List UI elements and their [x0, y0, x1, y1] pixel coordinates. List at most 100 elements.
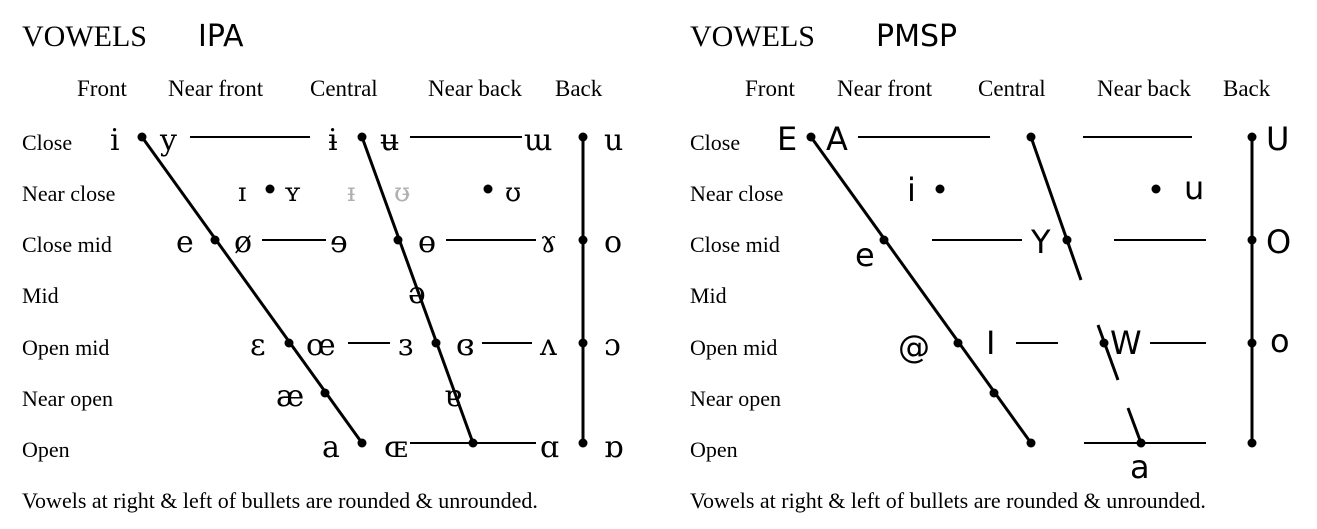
pmsp-chart: VOWELS PMSP Front Near front Central Nea…: [690, 19, 1291, 513]
pmsp-vowel: Y: [1030, 223, 1051, 261]
ipa-vowel: i: [110, 123, 120, 158]
pmsp-vowel: W: [1110, 324, 1142, 362]
ipa-bullet: [320, 388, 330, 398]
pmsp-trapezoid-lines: [809, 136, 1254, 444]
ipa-vowel: y: [159, 123, 177, 158]
ipa-vowel: ɵ: [418, 225, 436, 260]
pmsp-bullet: [879, 235, 889, 245]
ipa-bullet: [578, 438, 588, 448]
ipa-col-near-front: Near front: [168, 76, 264, 101]
pmsp-bullet: [1151, 184, 1161, 194]
ipa-vowel: o: [604, 225, 622, 260]
ipa-vowel-gray: ɪ̵: [347, 178, 355, 208]
ipa-vowel: ʌ: [539, 328, 557, 363]
ipa-vowel: ɛ: [250, 328, 266, 363]
ipa-vowel: ɐ: [444, 379, 462, 414]
pmsp-bullet: [953, 338, 963, 348]
ipa-vowel: æ: [276, 379, 304, 414]
ipa-vowels: i y ɨ ʉ ɯ u ɪ ʏ ɪ̵ ʊ̵ ʊ e ø ɘ ɵ ɤ o ə ɛ …: [110, 123, 623, 465]
pmsp-bullet: [1099, 338, 1109, 348]
ipa-vowel: ʊ: [505, 178, 521, 208]
pmsp-col-central: Central: [978, 76, 1046, 101]
ipa-bullet: [357, 438, 367, 448]
pmsp-vowel: u: [1184, 169, 1204, 207]
ipa-title-ipa: IPA: [198, 19, 244, 54]
ipa-col-central: Central: [310, 76, 378, 101]
pmsp-bullet: [989, 388, 999, 398]
pmsp-bullet: [1136, 438, 1146, 448]
ipa-bullet: [357, 132, 367, 142]
ipa-chart: VOWELS IPA Front Near front Central Near…: [22, 19, 623, 513]
pmsp-row-near-close: Near close: [690, 181, 783, 206]
pmsp-col-front: Front: [745, 76, 795, 101]
ipa-vowel: ɪ: [238, 178, 246, 208]
ipa-bullets: [137, 132, 588, 448]
pmsp-row-mid: Mid: [690, 283, 727, 308]
ipa-row-close: Close: [22, 130, 72, 155]
ipa-bullet: [210, 235, 220, 245]
ipa-vowel: ɔ: [604, 328, 621, 363]
pmsp-bullet: [1247, 338, 1257, 348]
pmsp-vowel: I: [986, 324, 995, 362]
pmsp-title-vowels: VOWELS: [690, 20, 815, 53]
ipa-row-open-mid: Open mid: [22, 335, 109, 360]
ipa-bullet: [265, 184, 275, 194]
ipa-bullet: [137, 132, 147, 142]
pmsp-vowel: a: [1130, 448, 1150, 486]
ipa-row-mid: Mid: [22, 283, 59, 308]
ipa-vowel-gray: ʊ̵: [394, 178, 410, 208]
ipa-vowel: ɨ: [328, 123, 338, 158]
pmsp-central-line-mid: [1096, 324, 1120, 381]
ipa-bullet: [578, 338, 588, 348]
ipa-vowel: a: [322, 430, 340, 465]
pmsp-row-open-mid: Open mid: [690, 335, 777, 360]
pmsp-bullet: [1247, 235, 1257, 245]
ipa-title-vowels: VOWELS: [22, 20, 147, 53]
pmsp-row-close-mid: Close mid: [690, 232, 780, 257]
pmsp-vowel: E: [777, 120, 797, 158]
pmsp-title-pmsp: PMSP: [876, 19, 957, 54]
pmsp-col-near-front: Near front: [837, 76, 933, 101]
pmsp-bullet: [1026, 438, 1036, 448]
ipa-vowel: œ: [306, 328, 336, 363]
pmsp-bullet: [935, 184, 945, 194]
pmsp-row-near-open: Near open: [690, 386, 781, 411]
ipa-vowel: u: [604, 123, 623, 158]
ipa-vowel: e: [176, 225, 194, 260]
pmsp-front-line: [809, 136, 1033, 444]
pmsp-bullet: [1026, 132, 1036, 142]
ipa-bullet: [431, 338, 441, 348]
ipa-central-line: [360, 136, 475, 444]
ipa-row-open: Open: [22, 437, 70, 462]
pmsp-col-back: Back: [1223, 76, 1271, 101]
pmsp-bullet: [806, 132, 816, 142]
ipa-col-front: Front: [77, 76, 127, 101]
ipa-bullet: [284, 338, 294, 348]
pmsp-col-near-back: Near back: [1097, 76, 1191, 101]
ipa-vowel: ɘ: [330, 225, 348, 260]
ipa-vowel: ɯ: [524, 123, 552, 158]
pmsp-bullet: [1062, 235, 1072, 245]
pmsp-vowel: U: [1266, 120, 1289, 158]
ipa-row-near-open: Near open: [22, 386, 113, 411]
ipa-note: Vowels at right & left of bullets are ro…: [22, 488, 538, 513]
ipa-vowel: ɒ: [604, 430, 623, 465]
ipa-vowel: ɶ: [384, 430, 408, 465]
pmsp-bullet: [1247, 132, 1257, 142]
ipa-col-back: Back: [555, 76, 603, 101]
pmsp-vowel: @: [898, 328, 930, 366]
ipa-bullet: [468, 438, 478, 448]
pmsp-central-line-upper: [1029, 136, 1083, 281]
ipa-vowel: ɤ: [540, 225, 557, 260]
ipa-vowel: ɞ: [456, 328, 474, 363]
ipa-vowel: ə: [408, 276, 426, 311]
ipa-row-close-mid: Close mid: [22, 232, 112, 257]
ipa-bullet: [483, 184, 493, 194]
pmsp-bullet: [1247, 438, 1257, 448]
ipa-col-near-back: Near back: [428, 76, 522, 101]
ipa-vowel: ʏ: [284, 178, 301, 208]
ipa-bullet: [578, 132, 588, 142]
ipa-bullet: [393, 235, 403, 245]
ipa-front-line: [140, 136, 364, 444]
